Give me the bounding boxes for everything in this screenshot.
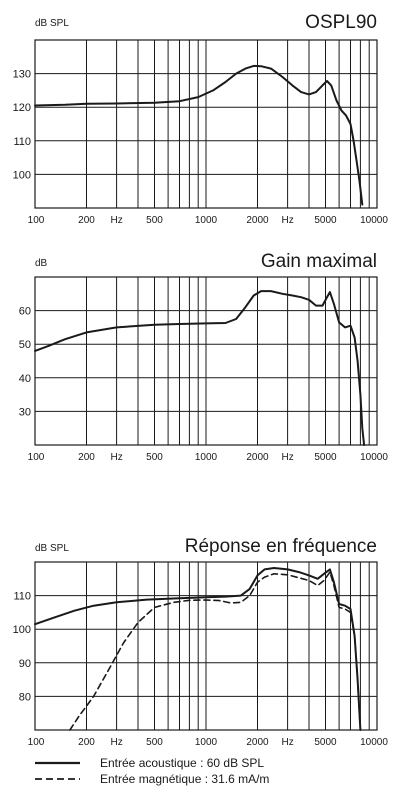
y-tick-label: 80 — [19, 691, 31, 703]
x-tick-label: 500 — [146, 215, 163, 226]
x-tick-label: 10000 — [360, 737, 388, 748]
y-axis-unit: dB SPL — [35, 18, 69, 29]
x-tick-label: 2000 — [246, 215, 269, 226]
chart-1: 100 110 120 130 100 200 Hz 500 1000 2000 Hz 5000 100… — [13, 12, 389, 226]
x-tick-label: 500 — [146, 737, 163, 748]
legend-label: Entrée magnétique : 31.6 mA/m — [100, 772, 269, 786]
x-tick-label: Hz — [110, 737, 122, 748]
chart-title: Réponse en fréquence — [185, 536, 377, 557]
y-tick-label: 120 — [13, 102, 31, 114]
y-tick-label: 30 — [19, 406, 31, 418]
y-tick-label: 100 — [13, 169, 31, 181]
plot-frame — [34, 39, 378, 209]
x-tick-label: Hz — [281, 737, 293, 748]
x-tick-label: 500 — [146, 452, 163, 463]
y-axis-unit: dB — [35, 258, 48, 269]
x-tick-label: 200 — [78, 215, 95, 226]
plot-frame — [34, 561, 378, 731]
y-tick-label: 110 — [13, 136, 31, 148]
x-tick-label: 1000 — [195, 452, 218, 463]
chart-title: OSPL90 — [305, 12, 377, 33]
x-tick-label: 10000 — [360, 215, 388, 226]
x-tick-label: 100 — [28, 737, 45, 748]
chart-title: Gain maximal — [261, 251, 377, 272]
x-tick-label: 5000 — [314, 452, 337, 463]
legend-label: Entrée acoustique : 60 dB SPL — [100, 756, 264, 770]
series-line — [34, 567, 362, 731]
plot-frame — [34, 276, 378, 446]
x-tick-label: 5000 — [314, 737, 337, 748]
series-line — [34, 290, 366, 446]
x-tick-label: 2000 — [246, 452, 269, 463]
x-tick-label: 10000 — [360, 452, 388, 463]
x-tick-label: 200 — [78, 737, 95, 748]
legend: Entrée acoustique : 60 dB SPL Entrée magn… — [35, 756, 269, 786]
series-line — [34, 64, 364, 206]
chart-3: 80 90 100 110 100 200 Hz 500 1000 2000 Hz 5000 10000… — [13, 536, 389, 748]
x-tick-label: Hz — [110, 215, 122, 226]
y-tick-label: 100 — [13, 624, 31, 636]
y-tick-label: 90 — [19, 658, 31, 670]
y-tick-label: 130 — [13, 69, 31, 81]
x-tick-label: Hz — [110, 452, 122, 463]
y-tick-label: 60 — [19, 306, 31, 318]
x-tick-label: 1000 — [195, 737, 218, 748]
x-tick-label: 1000 — [195, 215, 218, 226]
x-tick-label: 5000 — [314, 215, 337, 226]
series-line-magnetic — [69, 571, 362, 731]
chart-2: 30 40 50 60 100 200 Hz 500 1000 2000 Hz 5000 10000 dB… — [19, 251, 389, 463]
x-tick-label: 100 — [28, 452, 45, 463]
x-tick-label: 200 — [78, 452, 95, 463]
y-tick-label: 110 — [13, 591, 31, 603]
x-tick-label: 100 — [28, 215, 45, 226]
y-tick-label: 40 — [19, 373, 31, 385]
y-tick-label: 50 — [19, 339, 31, 351]
x-tick-label: Hz — [281, 452, 293, 463]
y-axis-unit: dB SPL — [35, 543, 69, 554]
x-tick-label: Hz — [281, 215, 293, 226]
x-tick-label: 2000 — [246, 737, 269, 748]
